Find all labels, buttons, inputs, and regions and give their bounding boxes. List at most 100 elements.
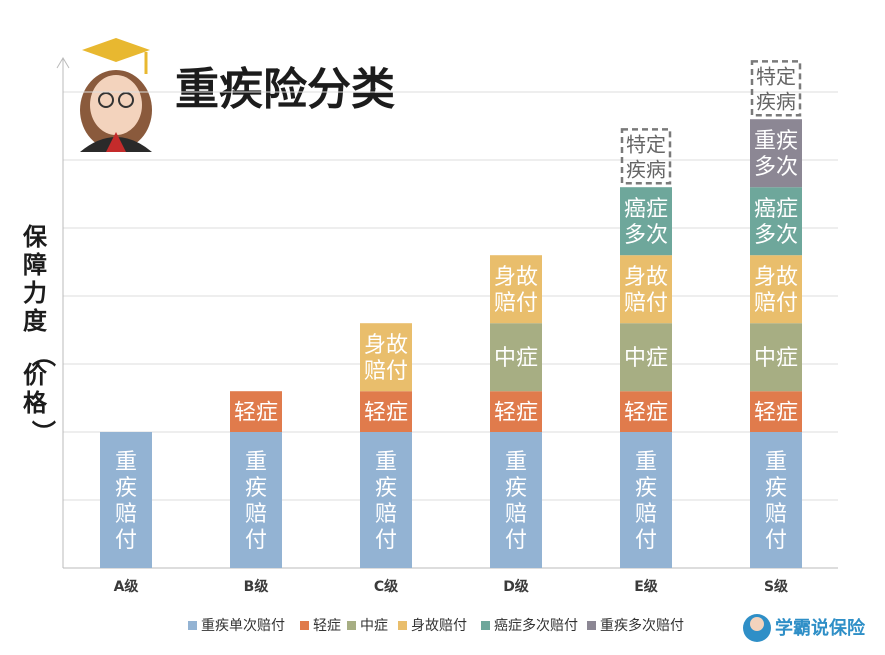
bar-segment-label: 重: [505, 450, 527, 475]
bar-segment-label: 轻症: [494, 401, 538, 426]
y-axis-label-line3: 力: [23, 279, 47, 307]
bar-segment-label: 赔付: [364, 359, 408, 384]
bar-segment-label: 重: [245, 450, 267, 475]
bar-segment-label: 赔: [245, 502, 267, 527]
x-tick-label: E级: [634, 578, 659, 595]
brand: 学霸说保险: [743, 614, 866, 642]
bar-segment-label: 癌症: [754, 197, 798, 222]
bar-segment: [750, 119, 802, 188]
x-tick-label: C级: [374, 578, 399, 595]
bar-segment-label: 轻症: [364, 401, 408, 426]
bar-segment-label: 赔: [765, 502, 787, 527]
bar-segment: [750, 432, 802, 568]
bar-segment-label: 付: [115, 528, 137, 553]
legend-item: 轻症: [313, 618, 341, 634]
legend-item: 重疾单次赔付: [201, 618, 285, 634]
bar-segment-label: 赔: [505, 502, 527, 527]
brand-name: 学霸说保险: [775, 617, 866, 639]
bar-segment: [750, 255, 802, 324]
legend-item: 癌症多次赔付: [494, 617, 578, 634]
bar-segment: [230, 432, 282, 568]
bar-segment: [620, 432, 672, 568]
y-axis-label-line2: 障: [23, 251, 47, 279]
bar-segment: [490, 323, 542, 392]
bar-segment: [620, 323, 672, 392]
y-axis-label: 保 障 力 度 （ 价 格 ）: [22, 223, 57, 444]
bar-segment-label: 轻症: [624, 401, 668, 426]
bar-segment-label: 轻症: [234, 401, 278, 426]
bar-segment: [100, 432, 152, 568]
bar-segment-label: 赔: [115, 502, 137, 527]
bar-segment-label: 重: [115, 450, 137, 475]
gridlines: [63, 91, 838, 501]
legend: 重疾单次赔付 轻症 中症 身故赔付 癌症多次赔付 重疾多次赔付: [188, 617, 684, 634]
legend-swatch: [481, 621, 490, 630]
legend-swatch: [398, 621, 407, 630]
bar-segment-label: 赔付: [754, 291, 798, 316]
bar-segment-label: 疾: [115, 476, 137, 501]
bar-segment-label: 疾: [375, 476, 397, 501]
legend-swatch: [347, 621, 356, 630]
legend-swatch: [188, 621, 197, 630]
bar-segment: [620, 187, 672, 256]
bar-segment-label: 疾: [635, 476, 657, 501]
bar-segment: [490, 255, 542, 324]
y-axis-label-line4: 度: [23, 307, 48, 335]
bars: 重疾赔付重疾赔付轻症重疾赔付轻症身故赔付重疾赔付轻症中症身故赔付重疾赔付轻症中症…: [100, 60, 802, 568]
bar-segment-label: 付: [635, 528, 657, 553]
bar-segment: [750, 187, 802, 256]
bar-segment: [360, 432, 412, 568]
avatar: [80, 38, 152, 152]
special-coverage-label: 疾病: [756, 89, 796, 113]
bar-segment: [750, 323, 802, 392]
bar-segment-label: 重疾: [754, 129, 798, 154]
bar-segment-label: 癌症: [624, 197, 668, 222]
bar-segment: [620, 391, 672, 432]
x-tick-label: D级: [503, 578, 530, 595]
bar-segment: [750, 391, 802, 432]
bar-segment-label: 付: [245, 528, 267, 553]
bar-segment-label: 付: [375, 528, 397, 553]
bar-segment-label: 身故: [754, 265, 798, 290]
bar-segment-label: 中症: [754, 346, 798, 371]
x-tick-label: A级: [114, 578, 140, 595]
legend-swatch: [300, 621, 309, 630]
x-tick-label: B级: [244, 578, 270, 595]
legend-item: 重疾多次赔付: [600, 617, 684, 634]
bar-segment-label: 赔付: [624, 291, 668, 316]
bar-segment: [490, 432, 542, 568]
x-tick-label: S级: [764, 578, 789, 595]
bar-segment: [360, 323, 412, 392]
bar-segment-label: 赔付: [494, 291, 538, 316]
special-coverage-label: 特定: [626, 132, 666, 156]
x-tick-labels: A级 B级 C级 D级 E级 S级: [114, 578, 789, 595]
bar-segment-label: 多次: [754, 223, 798, 248]
bar-segment-label: 重: [375, 450, 397, 475]
legend-swatch: [587, 621, 596, 630]
y-axis-label-paren-close: ）: [29, 420, 57, 444]
bar-segment-label: 付: [765, 528, 787, 553]
legend-item: 中症: [360, 618, 388, 634]
y-axis-label-paren-open: （: [29, 343, 57, 367]
bar-segment: [230, 391, 282, 432]
y-axis-label-line6: 格: [23, 389, 48, 417]
bar-segment: [620, 255, 672, 324]
chart-title: 重疾险分类: [175, 64, 395, 115]
bar-segment-label: 疾: [505, 476, 527, 501]
bar-segment-label: 重: [635, 450, 657, 475]
special-coverage-box: [750, 60, 802, 117]
special-coverage-label: 特定: [756, 64, 796, 88]
bar-segment-label: 付: [505, 528, 527, 553]
bar-segment-label: 中症: [494, 346, 538, 371]
bar-segment: [360, 391, 412, 432]
y-axis-label-line1: 保: [22, 223, 48, 251]
special-coverage-box: [620, 128, 672, 185]
y-axis-arrow: [56, 57, 70, 69]
bar-segment-label: 身故: [364, 333, 408, 358]
bar-segment: [490, 391, 542, 432]
bar-segment-label: 疾: [765, 476, 787, 501]
y-axis-label-line5: 价: [23, 361, 48, 389]
bar-segment-label: 身故: [624, 265, 668, 290]
bar-segment-label: 中症: [624, 346, 668, 371]
bar-segment-label: 多次: [754, 155, 798, 180]
